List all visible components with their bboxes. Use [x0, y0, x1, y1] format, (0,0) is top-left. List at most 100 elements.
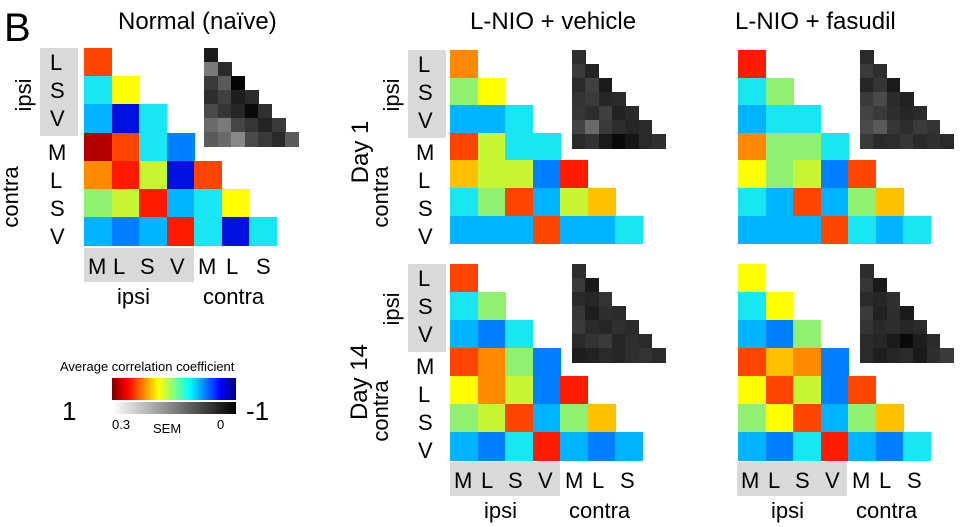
- fasudil_day14-corr-cell-5-1: [765, 404, 794, 433]
- vehicle_day1-corr-cell-4-2: [505, 160, 533, 189]
- col-label-fasudil-contra-S: S: [907, 468, 922, 493]
- fasudil_day1-corr-cell-6-5: [875, 215, 904, 244]
- normal-corr-cell-4-3: [166, 160, 195, 190]
- normal-corr-cell-5-5: [221, 189, 250, 218]
- row-label-contra-L: L: [50, 168, 63, 193]
- fasudil_day1-sem-cell-5-4: [913, 120, 927, 135]
- vehicle_day1-corr-cell-4-4: [560, 160, 588, 189]
- normal-corr-cell-2-1: [111, 104, 140, 134]
- vehicle_day1-corr-cell-5-2: [505, 188, 533, 217]
- fasudil_day1-corr-cell-5-5: [875, 188, 904, 217]
- fasudil_day1-corr-cell-6-2: [793, 215, 821, 244]
- fasudil_day14-corr-cell-2-1: [765, 320, 794, 349]
- fasudil_day1-sem-cell-4-2: [886, 106, 901, 121]
- vehicle_day1-sem-cell-3-1: [585, 92, 600, 107]
- fasudil_day14-sem-cell-2-1: [873, 292, 888, 307]
- normal-sem-cell-6-0: [204, 132, 218, 147]
- fasudil_day14-sem-cell-4-3: [899, 320, 914, 335]
- bottom-ipsi-box-fasudil: [737, 462, 847, 496]
- fasudil_day14-sem-cell-3-1: [873, 306, 888, 321]
- vehicle_day14-sem-cell-3-1: [585, 306, 600, 321]
- vehicle_day1-sem-cell-1-1: [585, 64, 600, 79]
- normal-sem-cell-4-2: [231, 104, 245, 119]
- normal-sem-cell-4-0: [204, 104, 218, 119]
- row-label-contra-S-d1: S: [418, 196, 433, 221]
- fasudil_day14-sem-cell-1-0: [860, 278, 874, 293]
- normal-corr-cell-3-0: [84, 132, 112, 162]
- fasudil_day14-sem-cell-2-2: [886, 292, 901, 307]
- fasudil_day14-sem-cell-4-0: [860, 320, 874, 335]
- vehicle_day1-sem-cell-4-0: [572, 106, 586, 121]
- fasudil_day14-sem-cell-6-2: [886, 348, 901, 363]
- legend-sem-min: 0: [217, 417, 225, 432]
- vehicle_day1-sem-cell-6-4: [625, 134, 639, 149]
- fasudil_day14-corr-cell-5-2: [793, 404, 821, 433]
- normal-corr-cell-0-0: [84, 48, 112, 77]
- title-vehicle: L-NIO + vehicle: [470, 8, 637, 35]
- vehicle_day1-sem-cell-4-4: [625, 106, 639, 121]
- fasudil_day1-sem-cell-3-1: [873, 92, 888, 107]
- vehicle_day14-sem-cell-1-0: [572, 278, 586, 293]
- normal-sem-cell-5-2: [231, 118, 245, 133]
- vehicle_day1-corr-cell-5-1: [477, 188, 506, 217]
- fasudil_day1-sem-cell-0-0: [860, 50, 874, 65]
- fasudil_day14-sem-cell-6-4: [913, 348, 927, 363]
- vehicle_day1-corr-cell-6-4: [560, 215, 588, 244]
- col-label-fasudil-contra-L: L: [879, 468, 892, 493]
- fasudil_day14-corr-cell-3-3: [820, 348, 849, 377]
- vehicle_day14-corr-cell-5-4: [560, 404, 588, 433]
- sem-colorbar: [112, 402, 236, 414]
- vehicle_day1-corr-cell-6-2: [505, 215, 533, 244]
- fasudil_day1-corr-cell-5-0: [738, 188, 766, 217]
- fasudil_day1-sem-cell-6-1: [873, 134, 888, 149]
- col-label-vehicle-V: V: [538, 468, 553, 493]
- vehicle_day14-sem-cell-6-4: [625, 348, 639, 363]
- vehicle_day14-corr-cell-0-0: [450, 264, 478, 293]
- fasudil_day1-sem-cell-5-2: [886, 120, 901, 135]
- fasudil_day14-corr-cell-4-0: [738, 376, 766, 405]
- vehicle_day1-corr-cell-2-2: [505, 105, 533, 134]
- vehicle_day1-corr-cell-3-3: [532, 132, 561, 161]
- vehicle_day14-corr-cell-1-1: [477, 292, 506, 321]
- vehicle_day1-sem-cell-5-1: [585, 120, 600, 135]
- vehicle_day14-corr-cell-6-4: [560, 432, 588, 461]
- vehicle_day1-sem-cell-5-5: [638, 120, 653, 135]
- vehicle_day14-corr-cell-4-1: [477, 376, 506, 405]
- vehicle_day1-sem-cell-6-6: [651, 134, 666, 149]
- vehicle_day14-sem-cell-4-1: [585, 320, 600, 335]
- col-label-contra-M: M: [198, 254, 217, 279]
- normal-sem-cell-6-4: [258, 132, 272, 147]
- fasudil_day1-sem-cell-4-4: [913, 106, 927, 121]
- fasudil_day1-corr-cell-3-3: [820, 132, 849, 161]
- side-label-contra-d14: contra: [368, 380, 393, 442]
- vehicle_day14-corr-cell-3-1: [477, 348, 506, 377]
- fasudil_day14-corr-cell-5-5: [875, 404, 904, 433]
- vehicle_day14-sem-cell-0-0: [572, 264, 586, 279]
- vehicle_day14-sem-cell-5-4: [625, 334, 639, 349]
- vehicle_day14-corr-cell-2-0: [450, 320, 478, 349]
- row-label-ipsi-V: V: [50, 106, 65, 131]
- normal-corr-cell-6-0: [84, 217, 112, 246]
- vehicle_day14-corr-cell-5-0: [450, 404, 478, 433]
- vehicle_day14-sem-cell-6-6: [651, 348, 666, 363]
- vehicle_day1-sem-cell-6-0: [572, 134, 586, 149]
- fasudil_day1-sem-cell-4-1: [873, 106, 888, 121]
- fasudil_day14-corr-cell-5-4: [848, 404, 876, 433]
- ipsi-label-box-d1: [408, 50, 446, 138]
- col-label-vehicle-contra-L: L: [592, 468, 605, 493]
- vehicle_day1-corr-cell-4-1: [477, 160, 506, 189]
- vehicle_day14-sem-cell-5-2: [598, 334, 613, 349]
- vehicle_day1-sem-cell-4-3: [611, 106, 626, 121]
- fasudil_day1-sem-cell-6-4: [913, 134, 927, 149]
- col-label-vehicle-L: L: [481, 468, 494, 493]
- vehicle_day1-corr-cell-5-4: [560, 188, 588, 217]
- vehicle_day1-corr-cell-2-1: [477, 105, 506, 134]
- vehicle_day14-sem-cell-6-0: [572, 348, 586, 363]
- bottom-group-contra-vehicle: contra: [569, 498, 631, 523]
- side-label-ipsi-d1: ipsi: [379, 78, 404, 112]
- fasudil_day14-sem-cell-6-0: [860, 348, 874, 363]
- fasudil_day14-sem-cell-6-3: [899, 348, 914, 363]
- row-label-ipsi-V-d1: V: [418, 108, 433, 133]
- row-label-contra-S: S: [50, 196, 65, 221]
- vehicle_day1-sem-cell-6-2: [598, 134, 613, 149]
